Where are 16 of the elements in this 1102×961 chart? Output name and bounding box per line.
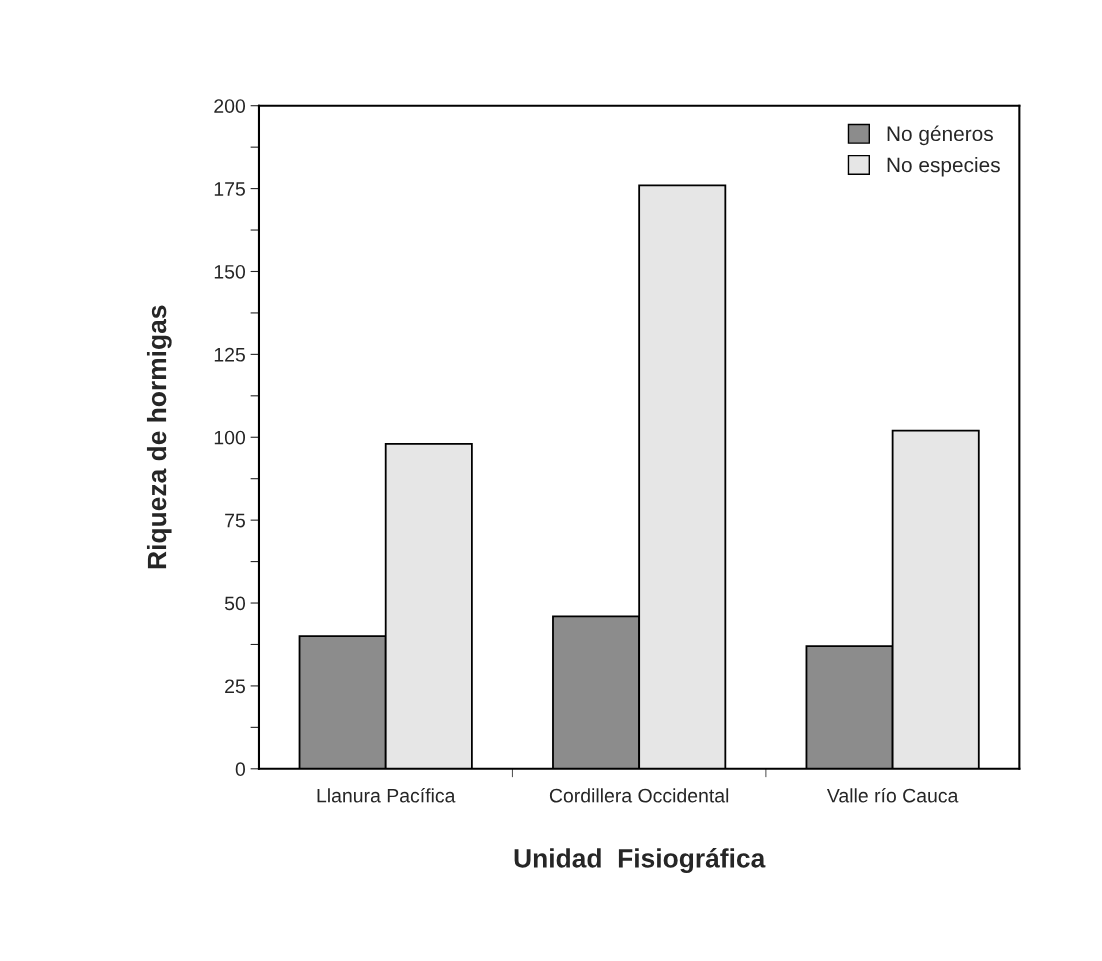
- legend-label: No especies: [887, 157, 1000, 177]
- y-tick-label: 0: [235, 762, 246, 777]
- y-tick-label: 75: [225, 513, 245, 528]
- y-tick-label: 175: [214, 182, 245, 196]
- y-tick-label: 125: [214, 347, 245, 362]
- legend-label: No géneros: [887, 125, 993, 146]
- y-tick-label: 150: [214, 264, 246, 279]
- y-tick-label: 200: [214, 99, 246, 113]
- y-tick-label: 25: [225, 679, 245, 694]
- y-axis-title: Riqueza de hormigas: [146, 305, 172, 569]
- x-tick-label: Cordillera Occidental: [549, 788, 729, 803]
- y-tick-label: 50: [224, 596, 246, 611]
- x-tick-label: Llanura Pacífica: [317, 788, 456, 803]
- y-tick-label: 100: [214, 430, 246, 445]
- x-tick-label: Valle río Cauca: [826, 788, 959, 803]
- x-axis-title: Unidad Fisiográfica: [514, 848, 766, 873]
